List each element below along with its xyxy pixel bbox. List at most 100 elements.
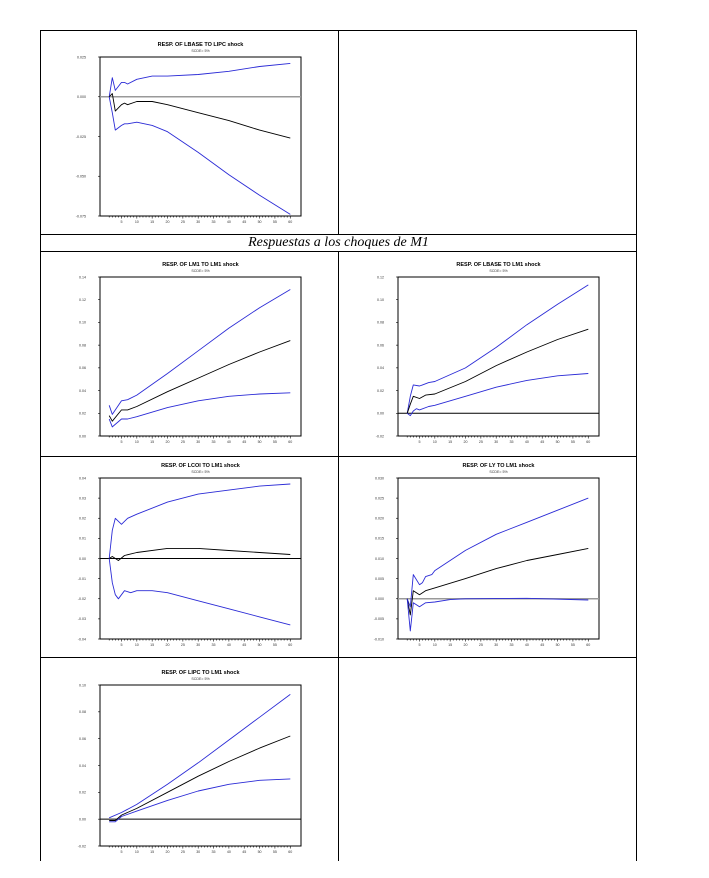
plot-frame: [99, 276, 302, 437]
chart-lipc-to-lm1: RESP. OF LIPC TO LM1 shock SCDE= 5% 0.10 0.…: [41, 658, 338, 878]
y-tick-label: -0.025: [76, 135, 86, 139]
y-tick-label: 0.00: [79, 817, 86, 821]
x-tick-label: 60: [288, 440, 292, 444]
y-tick-label: 0.010: [375, 557, 384, 561]
y-tick-label: 0.025: [375, 496, 384, 500]
confidence-band-lower: [108, 392, 291, 428]
x-tick-label: 55: [273, 643, 277, 647]
x-tick-label: 30: [494, 643, 498, 647]
x-tick-label: 35: [212, 850, 216, 854]
y-tick-label: 0.00: [79, 434, 86, 438]
x-tick-label: 45: [242, 850, 246, 854]
figure-table: Respuestas a los choques de M1 RESP. OF …: [40, 30, 637, 861]
chart-ly-to-lm1: RESP. OF LY TO LM1 shock SCDE= 5% 0.030 0.0…: [339, 457, 636, 657]
x-tick-label: 55: [273, 850, 277, 854]
confidence-band-upper: [406, 497, 589, 608]
confidence-band-upper: [108, 289, 291, 415]
row-divider: [41, 657, 636, 658]
x-tick-label: 60: [586, 643, 590, 647]
x-tick-label: 40: [525, 643, 529, 647]
y-tick-label: 0.015: [375, 537, 384, 541]
x-tick-label: 5: [418, 440, 420, 444]
y-tick-label: -0.02: [78, 597, 86, 601]
y-tick-label: 0.06: [377, 343, 384, 347]
y-tick-label: 0.06: [79, 737, 86, 741]
chart-subtitle: SCDE= 5%: [191, 677, 210, 681]
x-tick-label: 45: [540, 440, 544, 444]
x-tick-label: 60: [288, 220, 292, 224]
y-tick-label: 0.03: [79, 496, 86, 500]
y-tick-label: -0.075: [76, 214, 86, 218]
x-tick-label: 50: [258, 850, 262, 854]
x-tick-label: 50: [556, 440, 560, 444]
y-tick-label: 0.08: [377, 321, 384, 325]
empty-cell: [339, 31, 636, 234]
impulse-response-line: [406, 328, 589, 414]
x-tick-label: 50: [258, 220, 262, 224]
chart-title: RESP. OF LBASE TO LIPC shock: [158, 42, 245, 48]
y-tick-label: 0.00: [79, 557, 86, 561]
y-tick-label: 0.08: [79, 710, 86, 714]
confidence-band-upper: [109, 694, 291, 819]
x-tick-label: 35: [510, 643, 514, 647]
x-tick-label: 5: [120, 220, 122, 224]
y-tick-label: 0.00: [377, 412, 384, 416]
y-tick-label: 0.06: [79, 366, 86, 370]
y-tick-label: 0.02: [79, 517, 86, 521]
x-tick-label: 10: [433, 643, 437, 647]
x-tick-label: 45: [242, 220, 246, 224]
chart-title: RESP. OF LCOI TO LM1 shock: [161, 463, 241, 469]
confidence-band-lower: [108, 558, 291, 626]
x-tick-label: 25: [181, 220, 185, 224]
x-tick-label: 40: [227, 643, 231, 647]
y-tick-label: 0.000: [375, 597, 384, 601]
confidence-band-lower: [109, 778, 291, 823]
x-tick-label: 20: [464, 643, 468, 647]
x-tick-label: 5: [120, 850, 122, 854]
chart-subtitle: SCDE= 5%: [489, 269, 508, 273]
x-tick-label: 40: [227, 850, 231, 854]
y-tick-label: -0.04: [78, 637, 86, 641]
section-heading: Respuestas a los choques de M1: [248, 235, 429, 250]
y-tick-label: -0.010: [374, 637, 384, 641]
x-tick-label: 5: [120, 440, 122, 444]
plot-frame: [99, 56, 302, 217]
x-tick-label: 25: [181, 643, 185, 647]
y-tick-label: 0.02: [79, 791, 86, 795]
x-tick-label: 30: [196, 850, 200, 854]
x-tick-label: 15: [150, 440, 154, 444]
chart-title: RESP. OF LBASE TO LM1 shock: [456, 262, 541, 268]
column-divider: [338, 31, 339, 234]
y-tick-label: 0.12: [377, 275, 384, 279]
chart-subtitle: SCDE= 5%: [191, 470, 210, 474]
x-tick-label: 20: [166, 643, 170, 647]
y-tick-label: 0.01: [79, 537, 86, 541]
y-tick-label: 0.030: [375, 476, 384, 480]
x-tick-label: 30: [196, 643, 200, 647]
x-tick-label: 20: [166, 850, 170, 854]
x-tick-label: 20: [166, 220, 170, 224]
impulse-response-line: [108, 93, 291, 139]
confidence-band-lower: [108, 96, 291, 215]
x-tick-label: 30: [494, 440, 498, 444]
x-tick-label: 25: [181, 440, 185, 444]
chart-title: RESP. OF LM1 TO LM1 shock: [162, 262, 239, 268]
y-tick-label: 0.02: [79, 412, 86, 416]
x-tick-label: 20: [464, 440, 468, 444]
y-tick-label: -0.005: [374, 617, 384, 621]
y-tick-label: 0.04: [377, 366, 384, 370]
x-tick-label: 5: [418, 643, 420, 647]
empty-cell: [339, 658, 636, 878]
y-tick-label: -0.02: [376, 434, 384, 438]
y-tick-label: 0.10: [79, 321, 86, 325]
y-tick-label: 0.04: [79, 764, 86, 768]
x-tick-label: 25: [479, 440, 483, 444]
confidence-band-lower: [406, 373, 589, 417]
y-tick-label: 0.025: [77, 55, 86, 59]
x-tick-label: 15: [150, 643, 154, 647]
y-tick-label: 0.000: [77, 95, 86, 99]
chart-title: RESP. OF LY TO LM1 shock: [463, 463, 536, 469]
